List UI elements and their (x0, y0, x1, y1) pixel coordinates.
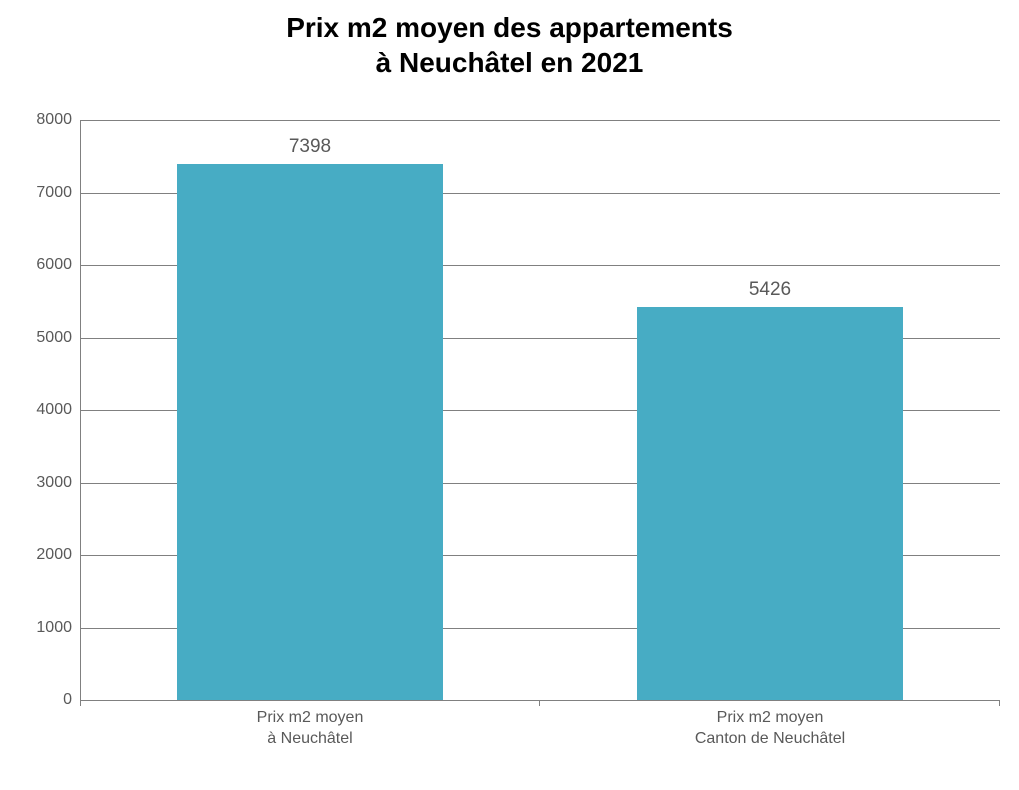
bar (637, 307, 904, 700)
bar-value-label: 7398 (289, 136, 331, 158)
chart-title: Prix m2 moyen des appartements à Neuchât… (0, 0, 1019, 80)
x-tick (80, 700, 81, 706)
y-tick-label: 6000 (2, 256, 72, 274)
y-tick-label: 4000 (2, 401, 72, 419)
y-tick-label: 3000 (2, 474, 72, 492)
bar-value-label: 5426 (749, 279, 791, 301)
gridline (80, 700, 1000, 701)
chart-title-line2: à Neuchâtel en 2021 (376, 47, 644, 78)
y-tick-label: 7000 (2, 184, 72, 202)
y-tick-label: 5000 (2, 329, 72, 347)
y-tick-label: 1000 (2, 619, 72, 637)
y-tick-label: 0 (2, 691, 72, 709)
plot-area: 7398 5426 (80, 120, 1000, 700)
x-tick (999, 700, 1000, 706)
x-category-label: Prix m2 moyen à Neuchâtel (257, 708, 364, 750)
bar (177, 164, 444, 700)
chart-title-line1: Prix m2 moyen des appartements (286, 12, 733, 43)
y-tick-label: 2000 (2, 546, 72, 564)
chart-container: Prix m2 moyen des appartements à Neuchât… (0, 0, 1019, 790)
x-tick (539, 700, 540, 706)
gridline (80, 120, 1000, 121)
y-tick-label: 8000 (2, 111, 72, 129)
x-category-label: Prix m2 moyen Canton de Neuchâtel (695, 708, 845, 750)
y-axis-line (80, 120, 81, 700)
plot-grid-bars: 7398 5426 (80, 120, 1000, 700)
y-axis-labels: 010002000300040005000600070008000 (0, 120, 80, 700)
